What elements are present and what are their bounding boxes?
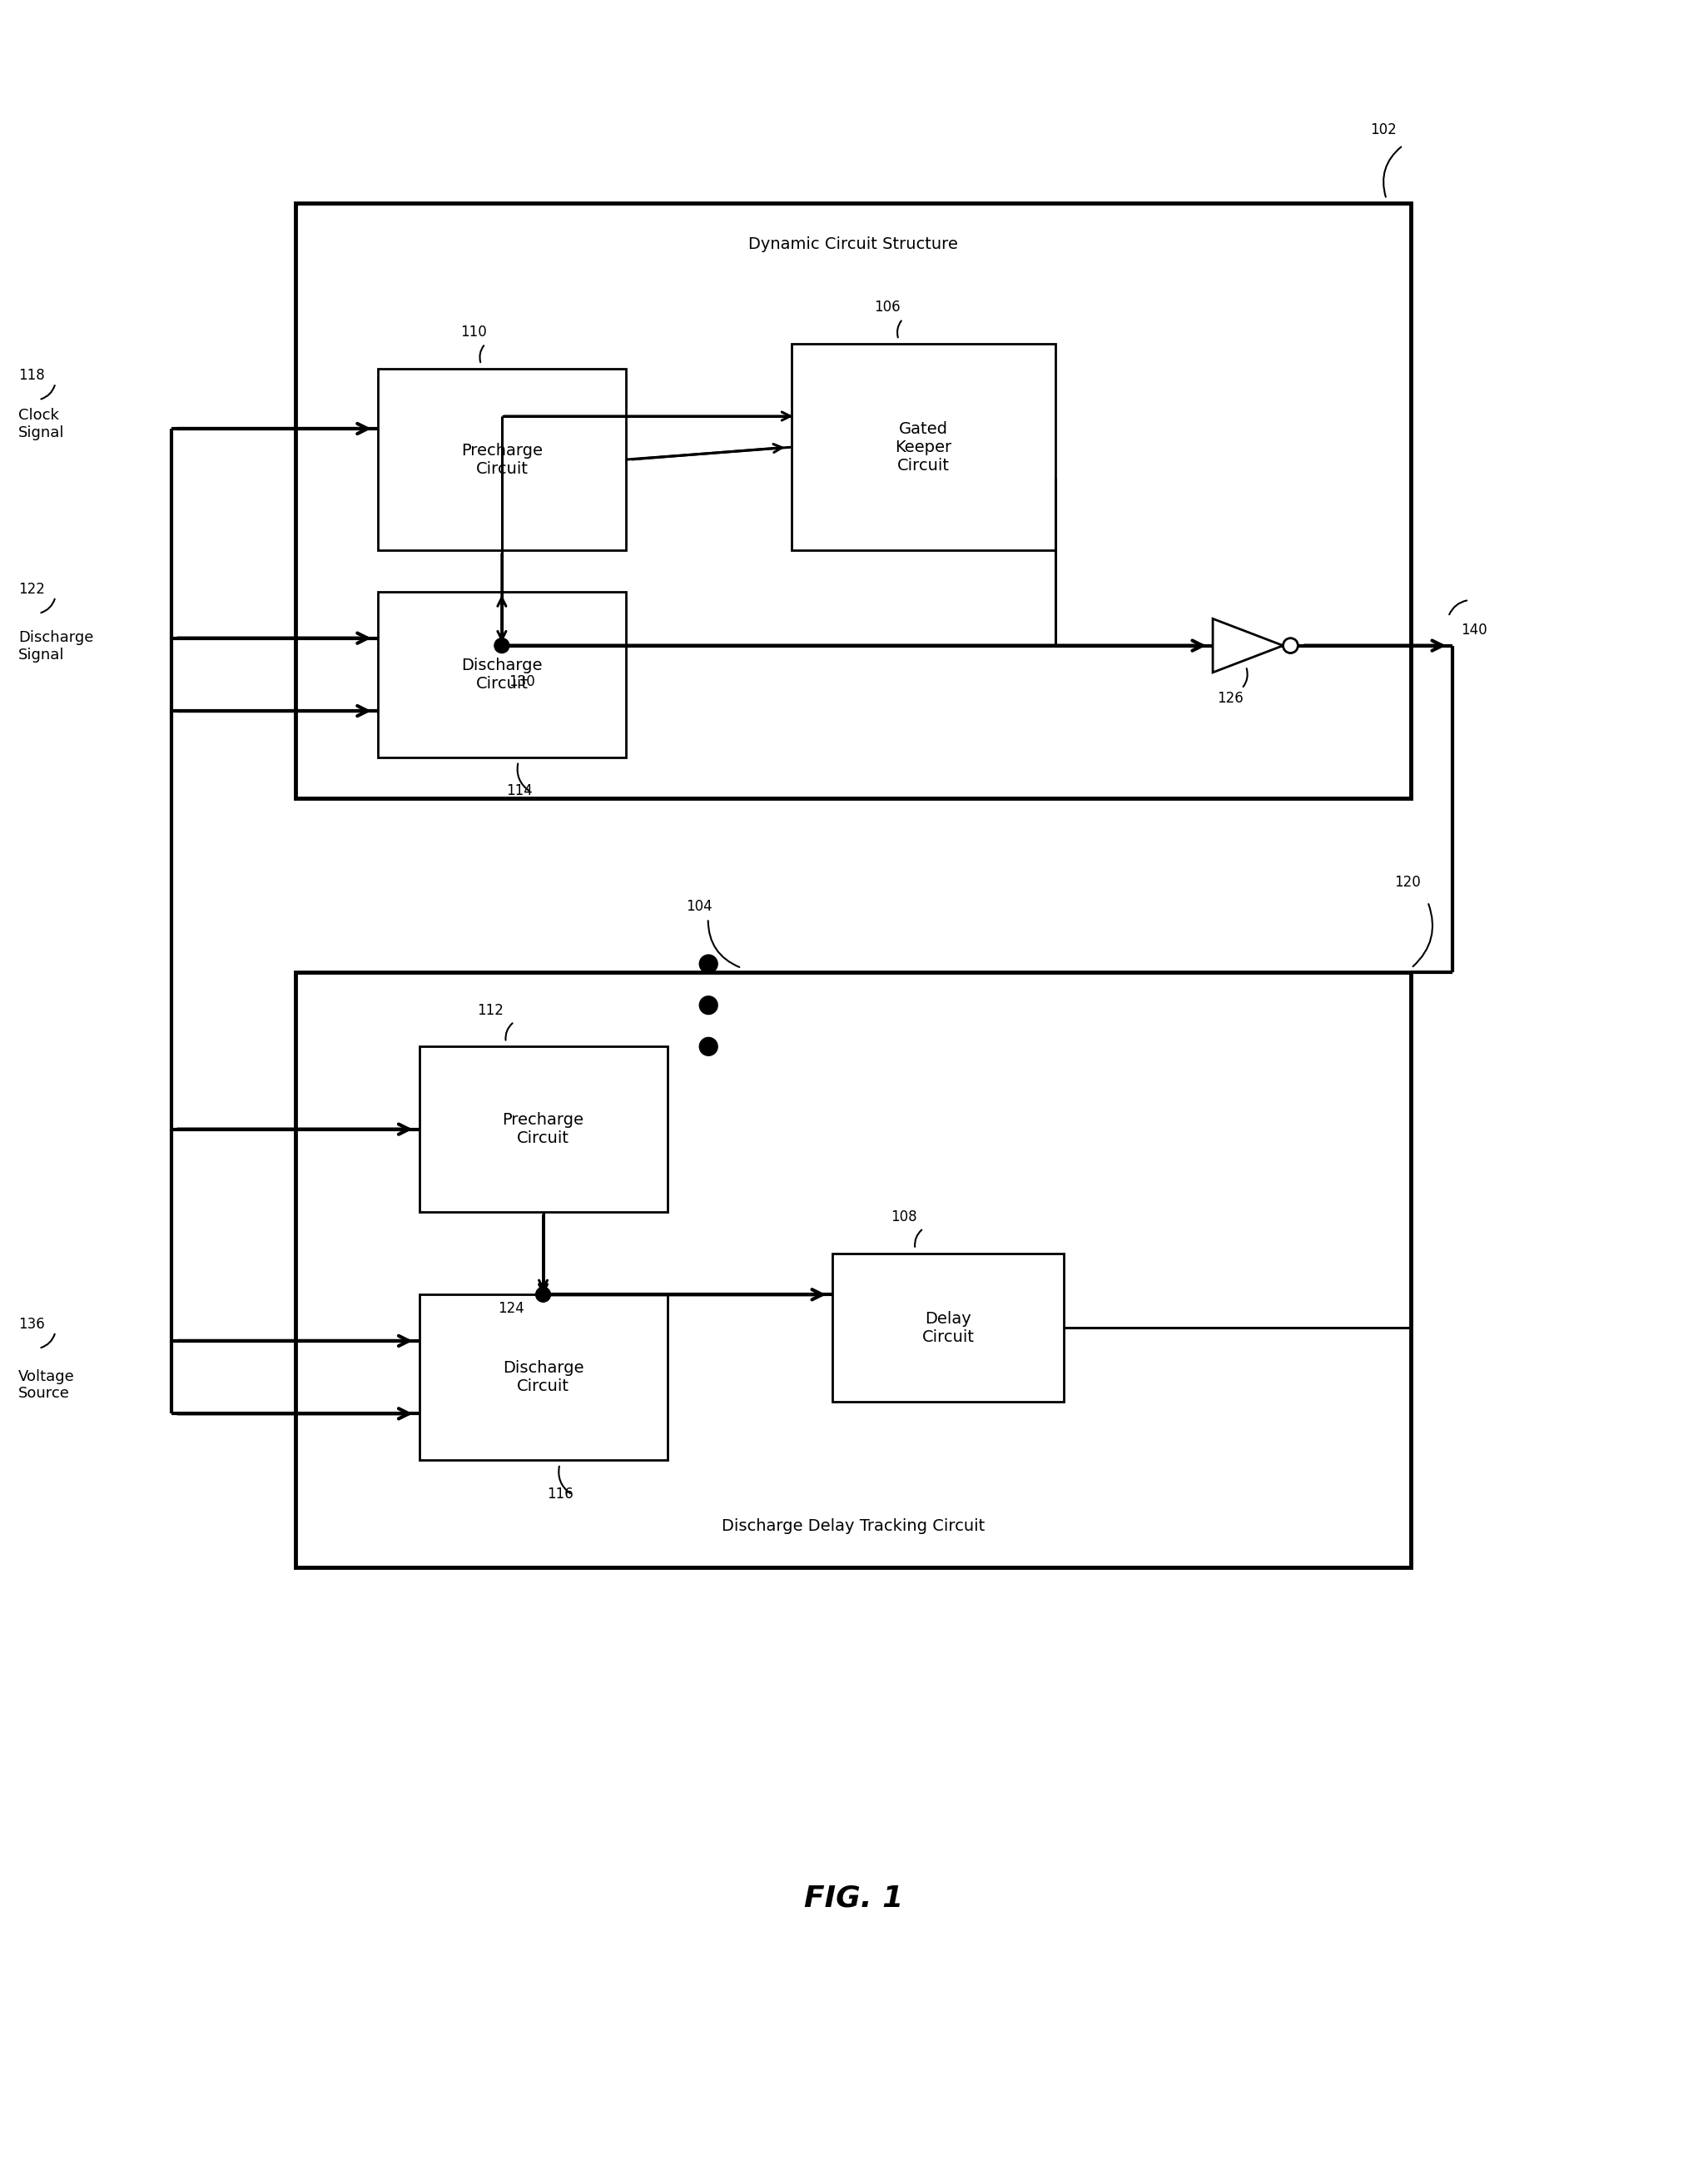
Text: FIG. 1: FIG. 1 bbox=[804, 1884, 904, 1912]
Bar bbox=[418, 1295, 668, 1460]
Text: Delay
Circuit: Delay Circuit bbox=[922, 1311, 975, 1345]
Text: 116: 116 bbox=[547, 1486, 574, 1502]
Text: 110: 110 bbox=[461, 326, 487, 341]
Text: 102: 102 bbox=[1370, 122, 1397, 137]
Text: 114: 114 bbox=[506, 783, 533, 799]
Text: 106: 106 bbox=[874, 299, 900, 315]
Text: Gated
Keeper
Circuit: Gated Keeper Circuit bbox=[895, 421, 951, 473]
Circle shape bbox=[1283, 638, 1298, 653]
Text: 140: 140 bbox=[1460, 623, 1488, 638]
Text: Discharge
Circuit: Discharge Circuit bbox=[461, 658, 543, 692]
Circle shape bbox=[699, 996, 717, 1013]
Polygon shape bbox=[1213, 618, 1283, 673]
Text: 108: 108 bbox=[890, 1209, 917, 1224]
Text: Discharge Delay Tracking Circuit: Discharge Delay Tracking Circuit bbox=[721, 1519, 986, 1534]
Text: Dynamic Circuit Structure: Dynamic Circuit Structure bbox=[748, 237, 958, 252]
Circle shape bbox=[699, 1037, 717, 1055]
Text: Precharge
Circuit: Precharge Circuit bbox=[461, 443, 543, 477]
Text: 122: 122 bbox=[19, 582, 44, 597]
Text: Discharge
Circuit: Discharge Circuit bbox=[502, 1361, 584, 1395]
Bar bbox=[377, 369, 625, 551]
Text: Clock
Signal: Clock Signal bbox=[19, 408, 65, 441]
Text: Precharge
Circuit: Precharge Circuit bbox=[502, 1113, 584, 1146]
Bar bbox=[832, 1254, 1064, 1402]
Circle shape bbox=[699, 955, 717, 972]
Text: Discharge
Signal: Discharge Signal bbox=[19, 629, 94, 662]
Bar bbox=[295, 972, 1411, 1567]
Bar bbox=[377, 592, 625, 757]
Text: 136: 136 bbox=[19, 1317, 44, 1332]
Text: Voltage
Source: Voltage Source bbox=[19, 1369, 75, 1402]
Text: 120: 120 bbox=[1395, 875, 1421, 890]
Bar bbox=[418, 1046, 668, 1211]
Circle shape bbox=[536, 1287, 550, 1302]
Text: 112: 112 bbox=[477, 1003, 504, 1018]
Bar bbox=[295, 204, 1411, 799]
Text: 126: 126 bbox=[1216, 690, 1243, 705]
Text: 124: 124 bbox=[497, 1302, 524, 1317]
Text: 104: 104 bbox=[685, 898, 712, 914]
Text: 130: 130 bbox=[509, 675, 535, 690]
Bar bbox=[791, 343, 1056, 551]
Text: 118: 118 bbox=[19, 369, 44, 384]
Circle shape bbox=[494, 638, 509, 653]
